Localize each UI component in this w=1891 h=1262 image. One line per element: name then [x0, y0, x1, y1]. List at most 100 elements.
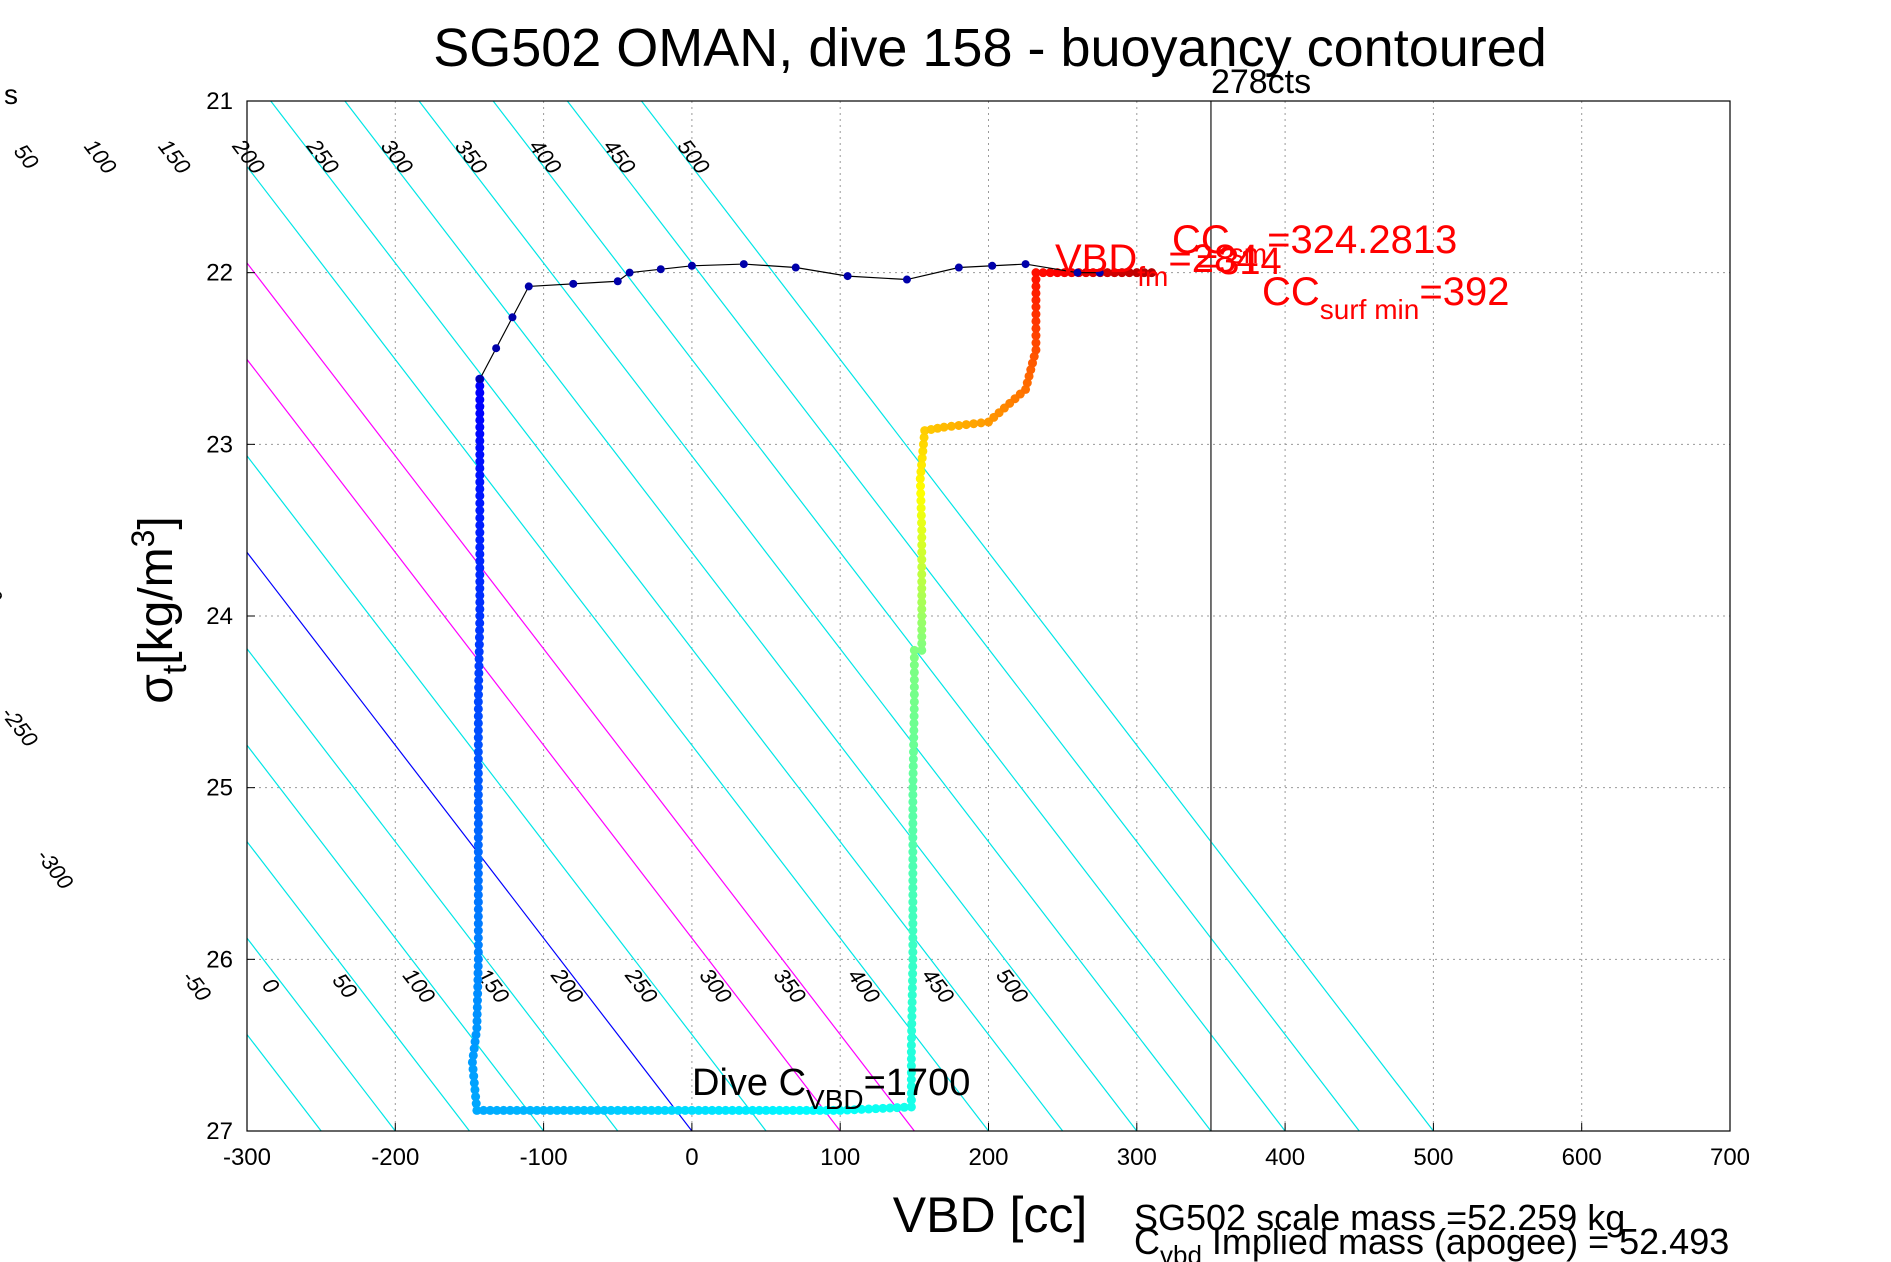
- data-point: [908, 940, 918, 950]
- data-point: [908, 883, 918, 893]
- contour-label: 150: [153, 134, 196, 179]
- x-axis-ticks: -300 -200 -100 0 100 200 300 400 500 600 700: [223, 1123, 1750, 1171]
- data-point: [917, 645, 927, 655]
- data-point: [475, 611, 485, 621]
- data-point: [988, 261, 997, 270]
- data-point: [475, 408, 485, 418]
- data-point: [909, 660, 919, 670]
- data-point: [917, 569, 927, 579]
- data-point: [885, 1103, 895, 1113]
- data-point: [467, 1057, 477, 1067]
- data-point: [908, 890, 918, 900]
- data-point: [878, 1103, 888, 1113]
- data-point: [633, 1105, 643, 1115]
- data-point: [625, 268, 634, 277]
- data-point: [906, 1075, 916, 1084]
- data-point: [475, 484, 485, 494]
- contour-labels: -300-250-200-150-100-5005010015020025030…: [0, 134, 1034, 1009]
- y-axis-label: σt[kg/m3]: [125, 516, 194, 704]
- data-point: [916, 467, 926, 477]
- data-point: [916, 496, 926, 506]
- x-tick-label: -300: [223, 1144, 271, 1171]
- contour-line: [247, 840, 470, 1131]
- data-point: [539, 1105, 549, 1115]
- y-axis-label-sup: 3: [125, 530, 161, 548]
- contour-line: [247, 744, 545, 1131]
- data-point: [835, 1105, 845, 1115]
- contour-line: [344, 101, 1138, 1131]
- data-point: [908, 969, 918, 979]
- data-point: [842, 1105, 852, 1115]
- data-point: [906, 1068, 916, 1078]
- data-point: [472, 1002, 482, 1012]
- data-point: [909, 697, 919, 707]
- data-point: [694, 1105, 704, 1115]
- data-point: [475, 477, 485, 487]
- data-point: [768, 1105, 778, 1115]
- y-axis-label-main: σ: [130, 674, 183, 704]
- data-point: [815, 1105, 825, 1115]
- data-point: [519, 1105, 529, 1115]
- data-point: [907, 997, 917, 1007]
- contour-line: [247, 647, 619, 1131]
- data-point: [473, 776, 483, 786]
- vbd-sub: fm: [1137, 261, 1168, 292]
- data-point: [473, 982, 483, 992]
- data-point: [741, 1105, 751, 1115]
- data-point: [917, 518, 927, 528]
- y-axis-label-close: ]: [130, 516, 183, 529]
- data-point: [788, 1105, 798, 1115]
- data-point: [485, 1105, 495, 1115]
- data-point: [908, 911, 918, 921]
- data-point: [908, 961, 918, 971]
- data-point: [775, 1105, 785, 1115]
- data-point: [1038, 268, 1048, 278]
- data-point: [828, 1105, 838, 1115]
- x-tick-label: 400: [1265, 1144, 1305, 1171]
- data-point: [470, 1085, 480, 1095]
- series-line-descent: [471, 379, 915, 1112]
- data-point: [469, 1071, 479, 1081]
- grid-lines: [247, 101, 1730, 1131]
- data-point: [475, 520, 485, 530]
- data-point: [473, 811, 483, 821]
- data-point: [843, 272, 852, 281]
- data-point: [1031, 268, 1041, 278]
- data-point: [1102, 268, 1112, 278]
- cc-main-value: =324.2813: [1267, 218, 1457, 262]
- data-point: [915, 481, 925, 491]
- data-point: [552, 1105, 562, 1115]
- data-point: [909, 682, 919, 692]
- data-point: [917, 562, 927, 572]
- data-point: [473, 833, 483, 843]
- data-point: [1031, 295, 1041, 305]
- data-point: [468, 1050, 478, 1060]
- data-point: [512, 1105, 522, 1115]
- data-point: [908, 954, 918, 964]
- data-point: [646, 1105, 656, 1115]
- data-point: [545, 1105, 555, 1115]
- contour-line: [247, 937, 396, 1131]
- contour-label: 450: [917, 963, 960, 1008]
- data-point: [1132, 268, 1142, 278]
- scale-mass-text: SG502 scale mass =52.259 kg: [1134, 1197, 1625, 1238]
- data-point: [908, 811, 918, 821]
- data-point: [908, 854, 918, 864]
- data-point: [473, 718, 483, 728]
- data-point: [475, 436, 485, 446]
- data-point: [475, 375, 484, 384]
- dive-cvbd-value: =1700: [864, 1062, 971, 1104]
- data-point: [473, 947, 483, 957]
- data-point: [908, 826, 918, 836]
- data-point: [906, 1061, 916, 1071]
- data-point: [917, 618, 927, 628]
- data-point: [473, 768, 483, 778]
- data-point: [906, 1040, 916, 1050]
- data-point: [857, 1104, 867, 1114]
- data-point: [906, 1047, 916, 1057]
- contour-label: -250: [0, 701, 43, 752]
- data-point: [908, 919, 918, 929]
- data-point: [908, 768, 918, 778]
- data-point: [909, 704, 919, 714]
- y-axis-label-sub: t: [156, 664, 194, 674]
